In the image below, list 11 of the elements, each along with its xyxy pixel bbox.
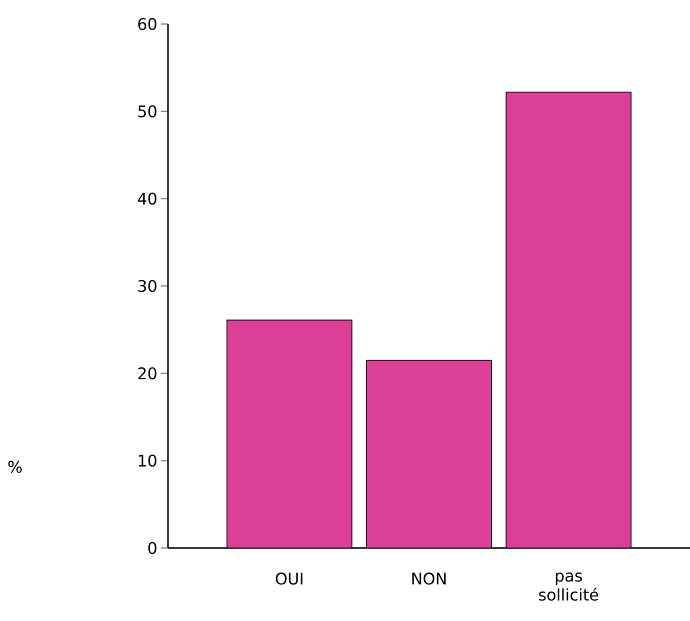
y-tick-label: 50	[138, 105, 156, 118]
y-tick-label: 20	[138, 367, 156, 380]
x-tick-label: OUI	[276, 572, 302, 585]
y-tick-label: 60	[138, 18, 156, 30]
y-tick-label: 40	[138, 192, 156, 205]
text: %	[8, 460, 22, 473]
y-tick-label: 10	[138, 454, 156, 467]
x-tick-label: NON	[412, 572, 446, 585]
y-tick-label: 30	[138, 280, 156, 292]
y-tick-label: 0	[148, 542, 156, 554]
x-tick-label: pas sollicité	[539, 572, 598, 601]
